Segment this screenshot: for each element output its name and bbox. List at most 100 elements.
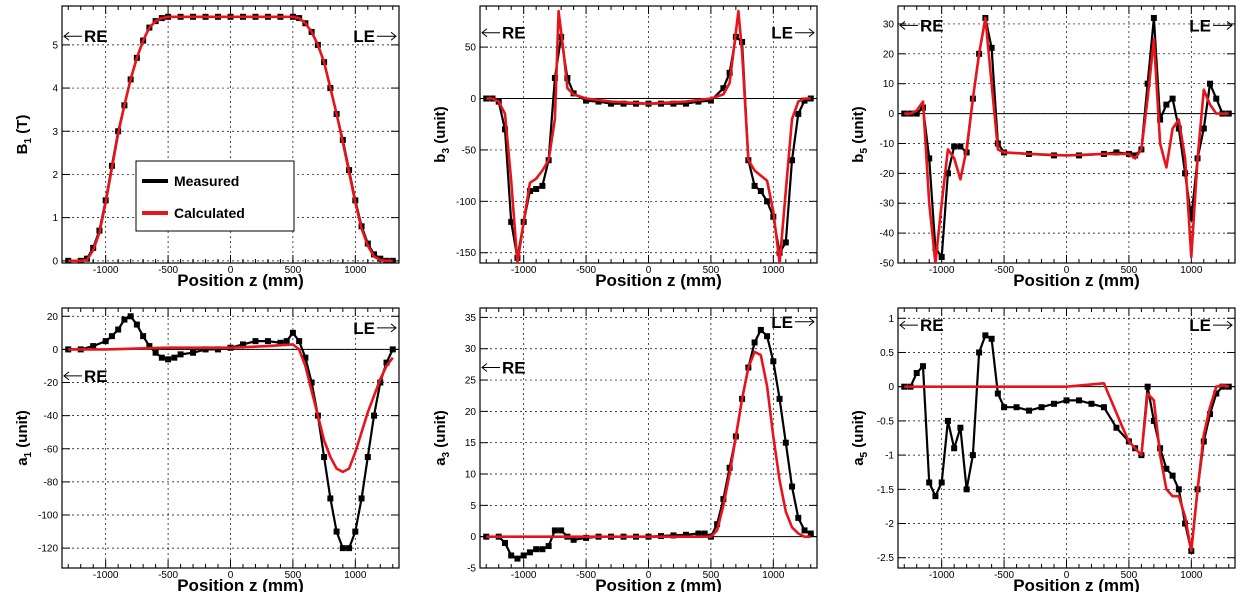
data-point [383,359,390,366]
data-point [1188,215,1195,222]
data-point [701,530,708,537]
data-point [551,527,558,534]
left-arrowhead-icon [481,363,488,372]
left-arrowhead-icon [899,21,906,30]
left-end-label: RE [920,316,944,335]
data-point [289,329,296,336]
y-tick-label: 0 [52,345,58,356]
x-tick-label: 1000 [762,265,785,276]
data-point [1144,383,1151,390]
data-point [1088,400,1095,407]
data-point [171,354,178,361]
x-tick-label: 1000 [344,570,367,581]
y-tick-label: 30 [465,344,477,355]
y-tick-label: -20 [44,378,59,389]
y-tick-label: 10 [465,470,477,481]
data-point [277,339,284,346]
data-point [919,363,926,370]
data-point [352,528,359,535]
data-point [944,170,951,177]
data-point [764,198,771,205]
right-arrowhead-icon [390,31,397,41]
data-point [714,521,721,528]
y-tick-label: 25 [465,376,477,387]
data-point [1013,404,1020,411]
right-end-label: LE [353,319,375,338]
data-point [539,546,546,553]
data-point [102,338,109,345]
data-point [963,486,970,493]
data-point [115,326,122,333]
series-line-calculated [904,381,1230,553]
x-tick-label: 500 [1121,570,1138,581]
data-point [1213,95,1220,102]
plot-frame [61,307,400,569]
y-axis-label: a1 (unit) [14,410,34,466]
y-tick-label: 0 [470,532,476,543]
data-point [682,100,689,107]
data-point [133,321,140,328]
data-point [795,110,802,117]
y-tick-label: 15 [465,438,477,449]
x-tick-label: -1000 [929,265,955,276]
y-axis-label: b3 (unit) [432,106,452,162]
data-point [358,495,365,502]
chart-panel-4: -1000 -500 0 500 1000 20 0 -20 -40 -60 -80 -100 -120… [14,307,400,592]
data-point [1163,465,1170,472]
data-point [1026,407,1033,414]
x-axis-label: Position z (mm) [1013,271,1140,290]
y-tick-label: 1 [888,314,894,325]
data-point [707,97,714,104]
y-tick-label: 2 [52,170,58,181]
data-point [976,349,983,356]
data-point [177,351,184,358]
right-end-label: LE [771,24,793,43]
series-line-calculated [486,350,811,539]
data-point [951,445,958,452]
data-point [1001,404,1008,411]
data-point [608,100,615,107]
y-tick-label: 5 [52,40,58,51]
y-tick-label: -1 [885,451,894,462]
data-point [1207,411,1214,418]
y-tick-label: 0 [52,256,58,267]
data-point [346,545,353,552]
data-point [1063,397,1070,404]
x-tick-label: 0 [228,265,234,276]
right-arrowhead-icon [808,28,815,38]
data-point [1169,95,1176,102]
data-point [795,514,802,521]
chart-panel-6: -1000 -500 0 500 1000 1 0.5 0 -0.5 -1 -1.5 -2 -2.5 Po… [850,307,1236,592]
data-point [1144,80,1151,87]
data-point [308,379,315,386]
y-tick-label: -1.5 [877,485,895,496]
data-point [801,97,808,104]
data-point [1038,404,1045,411]
data-point [670,100,677,107]
data-point [969,452,976,459]
x-tick-label: 500 [703,570,720,581]
data-point [558,527,565,534]
x-tick-label: 0 [646,265,652,276]
x-tick-label: 1000 [344,265,367,276]
data-point [1100,404,1107,411]
y-tick-label: 20 [465,407,477,418]
x-tick-label: -500 [576,265,596,276]
y-tick-label: 4 [52,84,58,95]
x-tick-label: -500 [158,570,178,581]
data-point [801,527,808,534]
y-tick-label: -100 [38,511,58,522]
data-point [539,182,546,189]
x-tick-label: 1000 [1180,265,1203,276]
data-point [988,44,995,51]
data-point [751,182,758,189]
left-arrowhead-icon [63,31,70,41]
y-tick-label: -40 [44,411,59,422]
x-tick-label: 1000 [762,570,785,581]
y-tick-label: 30 [883,19,895,30]
right-arrowhead-icon [390,323,397,333]
y-tick-label: 50 [465,43,477,54]
x-tick-label: -500 [994,570,1014,581]
data-point [757,326,764,333]
data-point [782,439,789,446]
